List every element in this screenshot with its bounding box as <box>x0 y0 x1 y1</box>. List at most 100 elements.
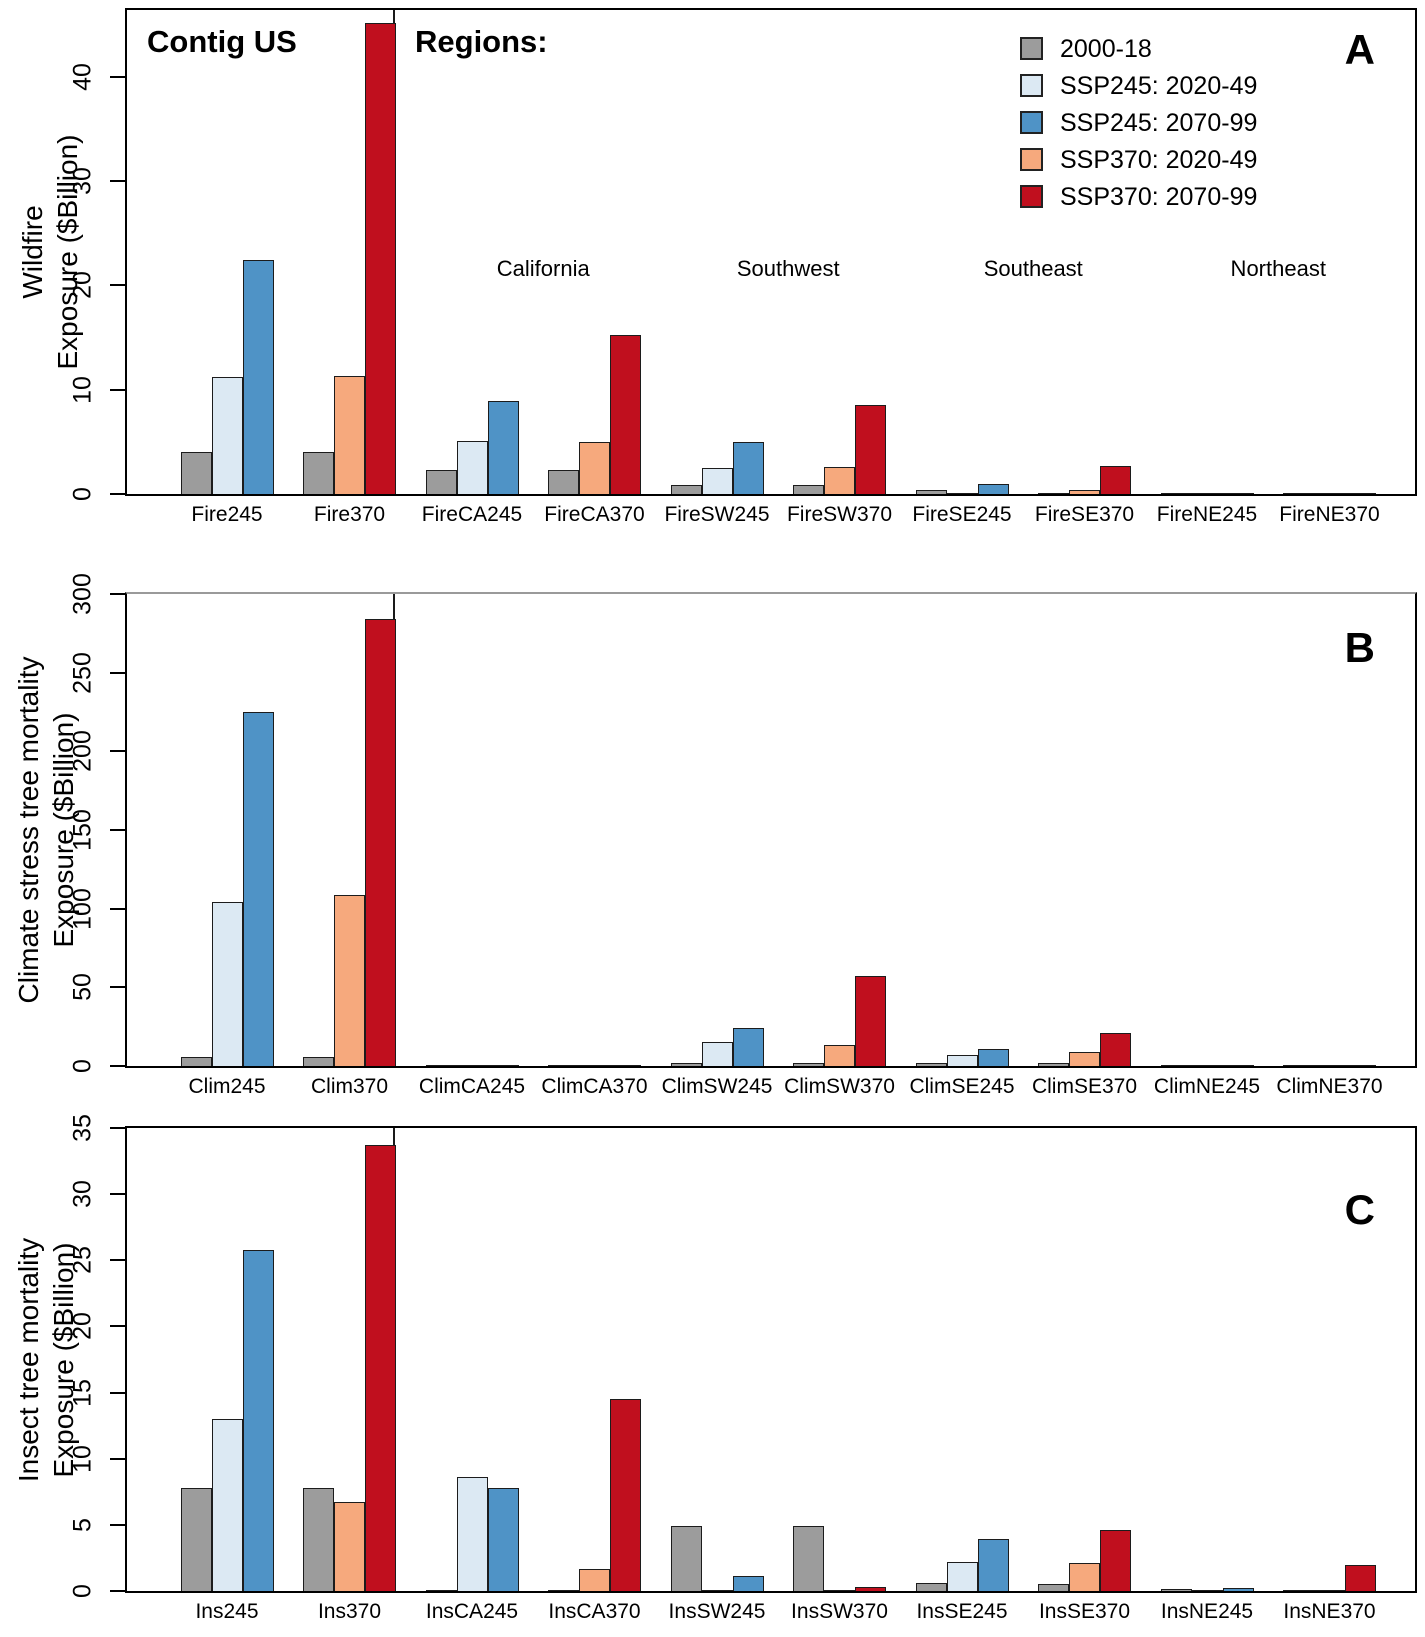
x-axis-group-label: ClimCA370 <box>541 1075 648 1098</box>
bar-Fire245-SSP245: 2070-99 <box>242 260 274 494</box>
bar-FireSW370-SSP370: 2020-49 <box>824 466 855 494</box>
y-axis-tick-label: 300 <box>68 573 97 615</box>
x-axis-group-label: InsSE245 <box>916 1600 1008 1623</box>
y-axis-tick-label: 200 <box>68 730 97 773</box>
bar-FireSW245-2000-18 <box>670 485 702 494</box>
x-axis-group-label: FireSW245 <box>664 503 770 526</box>
region-label-southwest: Southwest <box>736 256 840 281</box>
x-axis-group-label: InsNE370 <box>1283 1600 1376 1623</box>
bar-InsSW370-SSP370: 2020-49 <box>824 1590 855 1591</box>
x-axis-group-label: ClimSW245 <box>661 1075 773 1098</box>
y-axis-tick-label: 30 <box>68 167 97 195</box>
x-axis-group-label: ClimCA245 <box>418 1075 526 1098</box>
y-axis-tick-mark <box>110 671 125 674</box>
bar-InsCA370-2000-18 <box>548 1590 579 1591</box>
y-axis-tick-label: 30 <box>68 1180 97 1209</box>
y-axis-tick-label: 10 <box>68 1444 97 1473</box>
bar-ClimNE245-SSP245: 2070-99 <box>1222 1065 1254 1066</box>
y-axis-tick-mark <box>110 1391 125 1394</box>
y-axis-tick-label: 10 <box>68 375 97 404</box>
y-axis-tick-mark <box>110 593 125 595</box>
x-axis-group-label: InsSW245 <box>668 1600 766 1623</box>
bar-InsSW245-2000-18 <box>670 1526 702 1591</box>
x-axis-group-label: Clim370 <box>310 1075 389 1098</box>
y-axis-tick-mark <box>110 907 125 910</box>
y-axis-tick-label: 35 <box>68 1114 97 1142</box>
region-label-northeast: Northeast <box>1230 256 1326 281</box>
bar-FireCA245-SSP245: 2020-49 <box>456 440 488 494</box>
panel-a-letter: A <box>1344 26 1375 73</box>
legend-label: 2000-18 <box>1060 35 1152 63</box>
bar-FireCA245-SSP245: 2070-99 <box>487 401 519 494</box>
legend-swatch-icon <box>1020 37 1043 60</box>
legend-swatch-icon <box>1020 111 1043 134</box>
bar-ClimCA370-2000-18 <box>548 1064 579 1066</box>
bar-FireSE370-SSP370: 2070-99 <box>1100 465 1131 494</box>
bar-Ins245-2000-18 <box>180 1487 212 1591</box>
bar-ClimNE245-2000-18 <box>1160 1064 1192 1066</box>
bar-InsSE370-SSP370: 2020-49 <box>1069 1563 1100 1591</box>
x-axis-group-label: InsSW370 <box>791 1600 888 1623</box>
bar-ClimNE370-SSP370: 2070-99 <box>1345 1065 1376 1066</box>
bar-ClimSW370-2000-18 <box>793 1062 824 1066</box>
x-axis-group-label: Ins370 <box>317 1600 382 1623</box>
bar-Fire245-SSP245: 2020-49 <box>211 377 243 494</box>
bar-FireSW370-2000-18 <box>793 485 824 494</box>
bar-InsNE245-2000-18 <box>1160 1589 1192 1591</box>
y-axis-tick-mark <box>110 1065 125 1067</box>
panel-b-letter: B <box>1344 624 1375 671</box>
bar-Ins245-SSP245: 2070-99 <box>242 1249 274 1591</box>
y-axis-tick-mark <box>110 829 125 831</box>
panel-a-plot-area: Contig US Regions: A 2000-18 SSP245: 2020… <box>69 8 1417 526</box>
bar-Ins245-SSP245: 2020-49 <box>211 1419 243 1591</box>
bar-InsSW370-SSP370: 2070-99 <box>855 1587 886 1591</box>
x-axis-group-label: ClimNE370 <box>1276 1075 1383 1098</box>
bar-Fire245-2000-18 <box>180 452 212 494</box>
bar-FireSW370-SSP370: 2070-99 <box>855 405 886 494</box>
bar-ClimSW245-2000-18 <box>670 1062 702 1066</box>
bar-ClimSW370-SSP370: 2070-99 <box>855 976 886 1066</box>
y-axis-tick-mark <box>110 1193 125 1196</box>
y-axis-tick-mark <box>110 1590 125 1592</box>
bar-FireNE370-SSP370: 2070-99 <box>1345 492 1376 494</box>
bar-InsSE245-SSP245: 2070-99 <box>977 1539 1009 1591</box>
x-axis-group-label: Fire370 <box>313 503 386 526</box>
bar-ClimNE370-SSP370: 2020-49 <box>1314 1065 1345 1066</box>
bar-ClimSW370-SSP370: 2020-49 <box>824 1044 855 1066</box>
bar-Clim370-SSP370: 2020-49 <box>334 894 365 1066</box>
y-axis-tick-mark <box>110 1127 125 1129</box>
x-axis-group-label: InsCA370 <box>548 1600 641 1623</box>
bar-Clim245-SSP245: 2020-49 <box>211 902 243 1066</box>
x-axis-group-label: InsNE245 <box>1160 1600 1254 1623</box>
bar-InsSW245-SSP245: 2020-49 <box>701 1589 733 1591</box>
x-axis-group-label: FireSE370 <box>1034 503 1135 526</box>
bar-FireNE245-2000-18 <box>1160 493 1192 494</box>
bar-Fire370-2000-18 <box>303 452 334 494</box>
region-label-california: California <box>496 256 590 281</box>
x-axis-group-label: FireCA370 <box>544 503 645 526</box>
bar-FireCA245-2000-18 <box>425 470 457 494</box>
bar-FireSE245-2000-18 <box>915 490 947 494</box>
x-axis-group-label: InsCA245 <box>425 1600 519 1623</box>
bar-Clim245-SSP245: 2070-99 <box>242 712 274 1066</box>
region-label-southeast: Southeast <box>983 256 1083 281</box>
bar-ClimCA245-2000-18 <box>425 1064 457 1066</box>
bar-ClimSE245-2000-18 <box>915 1062 947 1066</box>
bar-ClimNE370-2000-18 <box>1283 1065 1314 1066</box>
y-axis-tick-mark <box>110 1457 125 1460</box>
bar-FireCA370-2000-18 <box>548 470 579 494</box>
y-axis-tick-label: 40 <box>68 62 97 91</box>
bar-InsCA370-SSP370: 2020-49 <box>579 1568 610 1591</box>
panel-a-regions-label: Regions: <box>415 24 548 59</box>
bar-InsCA245-SSP245: 2020-49 <box>456 1477 488 1591</box>
y-axis-tick-label: 20 <box>68 271 97 300</box>
y-axis-tick-mark <box>110 1523 125 1526</box>
x-axis-group-label: FireCA245 <box>421 503 523 526</box>
x-axis-group-label: FireSE245 <box>912 503 1012 526</box>
bar-InsCA245-SSP245: 2070-99 <box>487 1487 519 1591</box>
legend-label: SSP370: 2020-49 <box>1060 146 1258 174</box>
bar-ClimSW245-SSP245: 2020-49 <box>701 1041 733 1066</box>
bar-FireSE245-SSP245: 2020-49 <box>946 492 978 494</box>
bar-InsNE370-2000-18 <box>1283 1590 1314 1591</box>
bar-InsNE245-SSP245: 2020-49 <box>1191 1590 1223 1591</box>
